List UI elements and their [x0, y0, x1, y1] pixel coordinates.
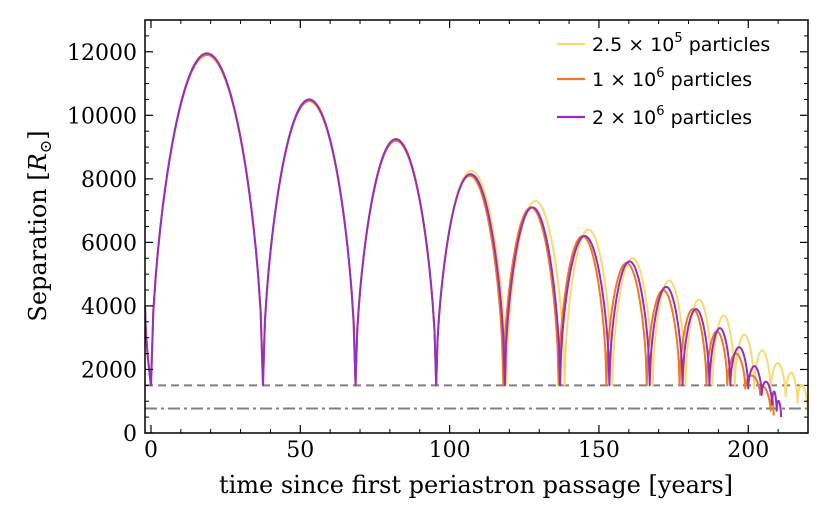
y-tick-label-5: 10000: [67, 104, 137, 129]
legend-entry-1: 1 × 106 particles: [557, 66, 752, 91]
y-axis-label: Separation [R⊙]: [24, 130, 55, 321]
series-lines: [145, 52, 808, 418]
legend: 2.5 × 105 particles 1 × 106 particles 2 …: [557, 31, 770, 129]
y-axis-label-close: ]: [24, 130, 52, 139]
x-tick-label-1: 50: [286, 438, 314, 463]
x-axis-label: time since first periastron passage [yea…: [219, 471, 733, 499]
y-tick-label-4: 8000: [81, 168, 137, 193]
y-tick-label-6: 12000: [67, 41, 137, 66]
series-line-2: [145, 52, 783, 418]
y-axis-label-text: Separation [: [24, 171, 52, 321]
legend-label-2: 2 × 106 particles: [592, 104, 752, 129]
legend-label-0: 2.5 × 105 particles: [592, 31, 770, 56]
x-tick-label-2: 100: [429, 438, 471, 463]
reference-lines: [145, 384, 808, 410]
legend-label-1: 1 × 106 particles: [592, 66, 752, 91]
x-tick-label-4: 200: [727, 438, 769, 463]
x-tick-label-3: 150: [578, 438, 620, 463]
y-tick-label-3: 6000: [81, 231, 137, 256]
y-axis-label-symbol: R: [24, 153, 52, 172]
legend-entry-2: 2 × 106 particles: [557, 104, 752, 129]
legend-entry-0: 2.5 × 105 particles: [557, 31, 770, 56]
y-tick-label-1: 2000: [81, 358, 137, 383]
y-tick-label-0: 0: [123, 422, 137, 447]
y-axis-label-sub: ⊙: [36, 140, 55, 153]
y-tick-label-2: 4000: [81, 295, 137, 320]
x-tick-label-0: 0: [144, 438, 158, 463]
axis-ticks: [145, 20, 809, 434]
